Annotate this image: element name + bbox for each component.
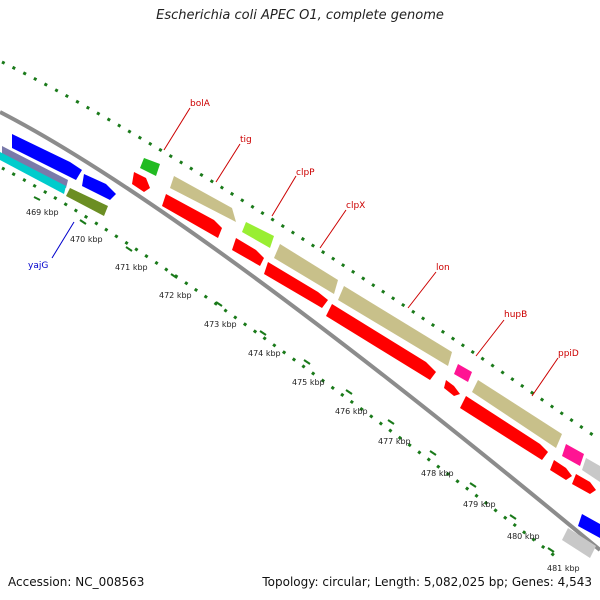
tick-label: 471 kbp [115,263,148,272]
lime-gene-clpP [242,222,274,248]
tan-gene-ppiD [472,380,562,448]
leader-yajG [51,221,75,259]
tick-label: 479 kbp [463,500,496,509]
leader-lon [407,271,437,309]
gene-label-bolA: bolA [190,99,211,109]
map-title: Escherichia coli APEC O1, complete genom… [156,8,444,23]
grey-gene-right-b [562,528,596,558]
red-gene-clpX [264,262,328,308]
leader-ppiD [531,357,559,397]
accession-text: Accession: NC_008563 [8,575,145,589]
cyan-gene-left [0,152,66,194]
genome-stats-text: Topology: circular; Length: 5,082,025 bp… [262,575,592,589]
genome-backbone [0,110,600,552]
tick-label: 481 kbp [547,564,580,573]
tick-label: 470 kbp [70,235,103,244]
leader-tig [215,143,241,183]
tick-label: 472 kbp [159,291,192,300]
magenta-gene-right [562,444,584,466]
gene-label-ppiD: ppiD [558,349,579,359]
gene-label-clpP: clpP [296,168,315,178]
leader-hupB [475,319,505,357]
leader-clpX [319,209,347,249]
magenta-gene-hupB [454,364,472,382]
tick-label: 480 kbp [507,532,540,541]
olive-gene-yajG [66,188,108,216]
gene-label-tig: tig [240,135,252,145]
red-gene-tig [162,194,222,238]
tick-label: 474 kbp [248,349,281,358]
gene-label-yajG: yajG [28,261,48,271]
red-gene-hupB [444,380,460,396]
label-leaders [51,107,559,397]
gene-label-clpX: clpX [346,201,365,211]
red-gene-bolA-rev [132,172,150,192]
red-gene-right-b [572,474,596,494]
tick-label: 477 kbp [378,437,411,446]
red-gene-lon [326,304,436,380]
blue-gene-small [82,174,116,200]
tick-label: 476 kbp [335,407,368,416]
tan-gene-clpX [274,244,338,294]
green-gene-bolA [140,158,160,176]
tan-gene-tig [170,176,236,222]
red-gene-right-a [550,460,572,480]
leader-bolA [163,107,191,151]
blue-gene-upper [12,134,82,180]
gene-label-lon: lon [436,263,450,273]
ruler-ticks [33,196,555,553]
red-gene-ppiD [460,396,548,460]
leader-clpP [271,175,297,217]
tick-labels: 469 kbp 470 kbp 471 kbp 472 kbp 473 kbp … [26,208,580,573]
tick-label: 478 kbp [421,469,454,478]
gene-labels: bolA tig clpP clpX lon hupB ppiD yajG [28,99,579,359]
tick-label: 473 kbp [204,320,237,329]
blue-gene-right [578,514,600,538]
red-gene-clpP [232,238,264,266]
tick-label: 469 kbp [26,208,59,217]
gene-label-hupB: hupB [504,310,527,320]
grey-gene-left [2,146,68,188]
grey-gene-right-a [582,458,600,482]
tan-gene-lon [338,286,452,366]
tick-label: 475 kbp [292,378,325,387]
